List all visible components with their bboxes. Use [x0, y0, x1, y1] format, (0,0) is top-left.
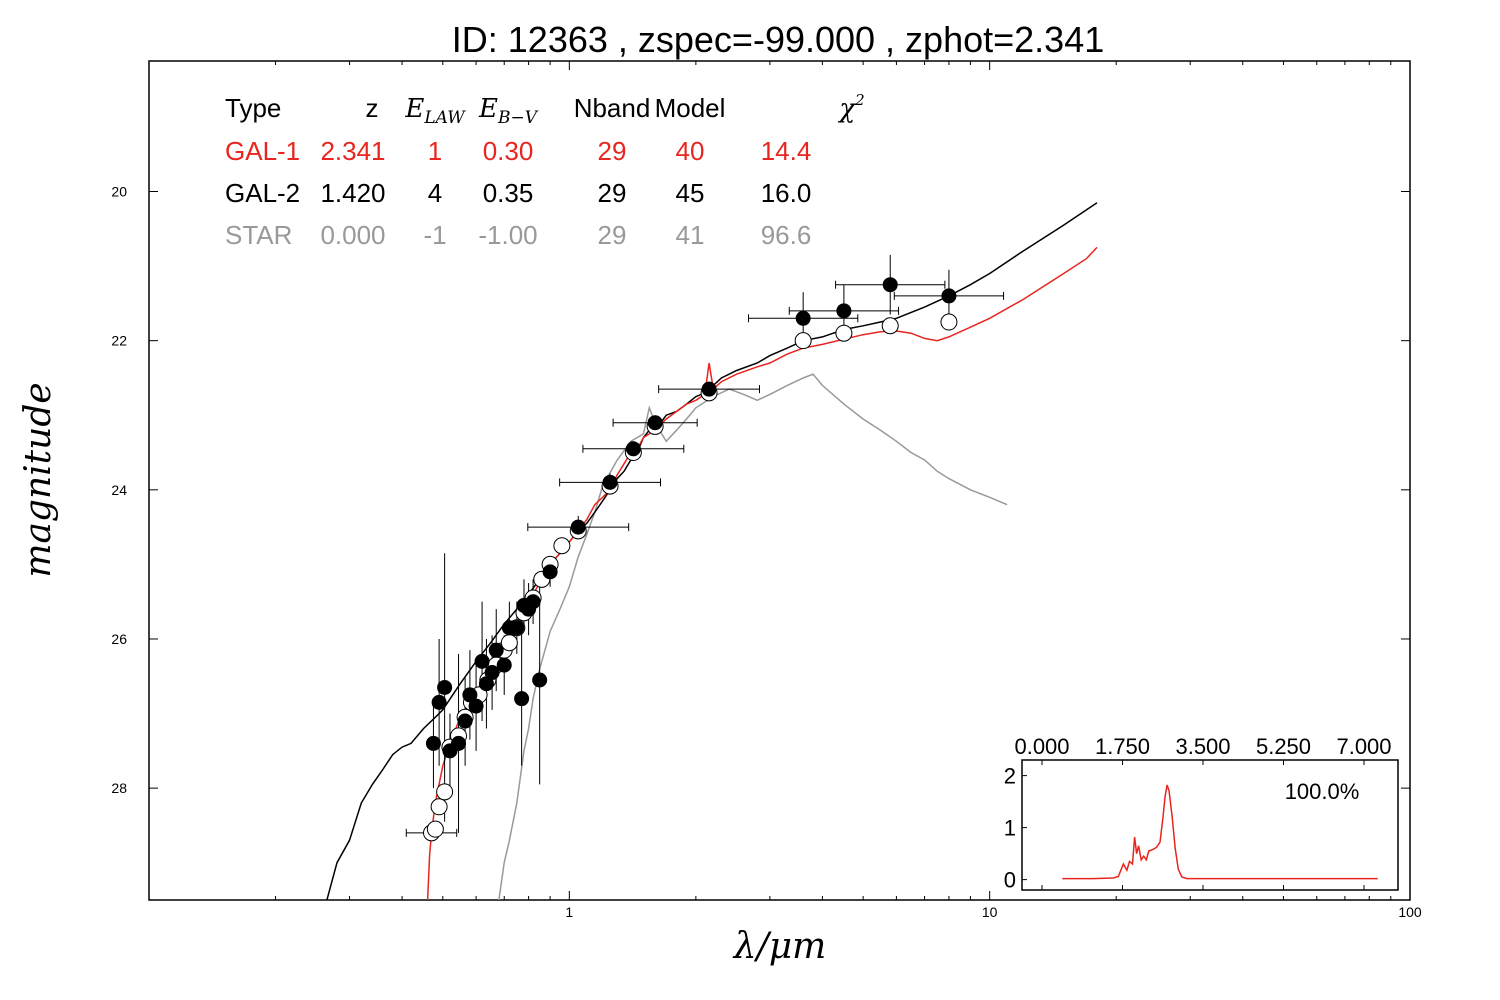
observed-point [451, 735, 467, 751]
observed-point [488, 642, 504, 658]
table-cell: 40 [676, 136, 705, 166]
inset-x-tick-label: 5.250 [1256, 734, 1311, 759]
observed-point [941, 288, 957, 304]
table-cell: 29 [598, 220, 627, 250]
observed-point [570, 519, 586, 535]
model-point [436, 783, 454, 801]
y-axis-label: magnitude [18, 382, 59, 577]
observed-point [484, 665, 500, 681]
table-header: Model [655, 93, 726, 123]
x-axis-label: λ/μm [732, 926, 826, 967]
observed-point [795, 310, 811, 326]
table-cell: 41 [676, 220, 705, 250]
observed-point [496, 657, 512, 673]
observed-point [836, 303, 852, 319]
table-header: χ2 [837, 91, 864, 124]
model-point [553, 537, 571, 555]
y-tick-label: 28 [111, 780, 127, 796]
y-tick-label: 26 [111, 631, 127, 647]
table-cell: 29 [598, 136, 627, 166]
plot-frame [148, 60, 1411, 901]
inset-percent-label: 100.0% [1285, 779, 1360, 804]
table-header: EB−V [478, 94, 539, 128]
observed-point [701, 381, 717, 397]
observed-point [647, 415, 663, 431]
observed-point [509, 620, 525, 636]
observed-point [425, 735, 441, 751]
table-header-subscript: B−V [497, 108, 539, 128]
table-header-subscript: LAW [423, 108, 466, 128]
table-cell: GAL-1 [225, 136, 300, 166]
inset-x-tick-label: 7.000 [1336, 734, 1391, 759]
y-tick-label: 20 [111, 184, 127, 200]
inset-y-tick-label: 2 [1004, 764, 1016, 789]
inset-y-tick-label: 0 [1004, 868, 1016, 893]
model-point [430, 798, 448, 816]
table-cell: 0.000 [320, 220, 385, 250]
observed-point [882, 277, 898, 293]
model-point [940, 313, 958, 331]
series-line-gal-1 [426, 246, 1098, 900]
inset-x-tick-label: 0.000 [1014, 734, 1069, 759]
model-point [426, 820, 444, 838]
table-cell: 2.341 [320, 136, 385, 166]
model-point [794, 332, 812, 350]
x-tick-label: 100 [1398, 904, 1422, 920]
inset-frame [1021, 759, 1399, 891]
table-cell: 4 [428, 178, 442, 208]
table-header: ELAW [404, 94, 466, 128]
table-cell: 1 [428, 136, 442, 166]
table-header: z [366, 93, 379, 123]
table-cell: 0.30 [483, 136, 534, 166]
table-header: Type [225, 93, 281, 123]
photometry-points [405, 254, 1005, 842]
observed-point [457, 713, 473, 729]
model-point [835, 324, 853, 342]
observed-point [525, 594, 541, 610]
table-header-superscript: 2 [854, 91, 865, 109]
table-cell: GAL-2 [225, 178, 300, 208]
table-header: Nband [574, 93, 651, 123]
observed-point [474, 653, 490, 669]
inset-x-tick-label: 3.500 [1175, 734, 1230, 759]
observed-point [602, 474, 618, 490]
table-cell: 45 [676, 178, 705, 208]
table-cell: -1.00 [478, 220, 537, 250]
observed-point [431, 694, 447, 710]
model-point [881, 317, 899, 335]
observed-point [437, 679, 453, 695]
table-cell: STAR [225, 220, 292, 250]
table-cell: 1.420 [320, 178, 385, 208]
pdz-inset: 0.000 1.750 3.500 5.250 7.000 0 1 2 100.0% [1004, 734, 1399, 893]
observed-point [468, 698, 484, 714]
table-cell: 96.6 [761, 220, 812, 250]
table-cell: 14.4 [761, 136, 812, 166]
inset-x-tick-label: 1.750 [1095, 734, 1150, 759]
x-tick-label: 10 [982, 904, 998, 920]
pdz-line [1062, 784, 1378, 880]
observed-point [514, 691, 530, 707]
table-cell: 0.35 [483, 178, 534, 208]
table-cell: -1 [423, 220, 446, 250]
series-line-star [498, 373, 1008, 900]
y-tick-label: 24 [111, 482, 127, 498]
observed-point [625, 441, 641, 457]
y-tick-label: 22 [111, 333, 127, 349]
model-point [500, 634, 518, 652]
fit-table: Type z ELAW EB−V Nband Model χ2 GAL-1 2.341 1 0.30… [225, 91, 865, 250]
x-tick-label: 1 [565, 904, 573, 920]
chart-title: ID: 12363 , zspec=-99.000 , zphot=2.341 [452, 19, 1104, 60]
inset-y-tick-label: 1 [1004, 816, 1016, 841]
table-cell: 16.0 [761, 178, 812, 208]
observed-point [532, 672, 548, 688]
table-cell: 29 [598, 178, 627, 208]
observed-point [542, 564, 558, 580]
